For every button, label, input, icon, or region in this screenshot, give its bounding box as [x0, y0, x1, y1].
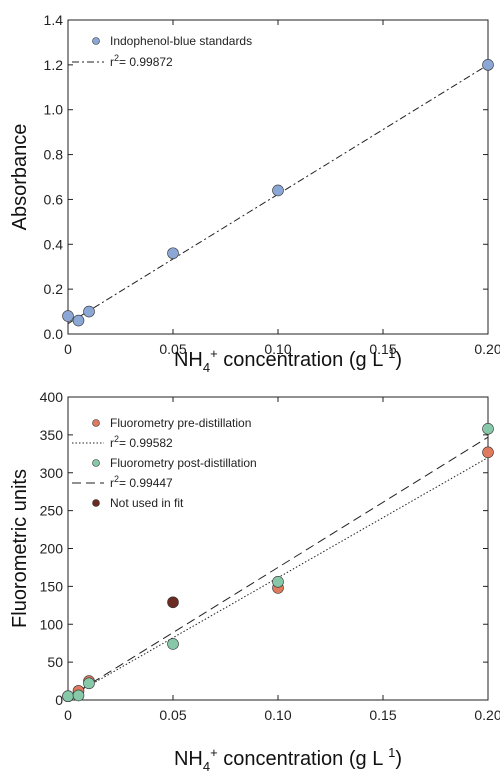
y-tick-label: 400 — [40, 389, 64, 405]
y-tick-label: 250 — [40, 503, 64, 519]
y-tick-label: 1.0 — [44, 102, 64, 118]
y-tick-label: 1.4 — [44, 12, 64, 28]
data-point-1 — [83, 305, 95, 318]
data-point-1 — [482, 446, 494, 459]
y-tick-label: 50 — [47, 654, 63, 670]
legend: Fluorometry pre-distillation r2= 0.99582 F… — [72, 416, 257, 510]
y-axis-title: Absorbance — [9, 124, 31, 231]
data-point-2 — [167, 638, 179, 650]
y-tick-label: 0.6 — [44, 191, 64, 207]
x-tick-label: 0.05 — [159, 707, 186, 723]
legend: Indophenol-blue standards r2= 0.99872 — [72, 34, 252, 69]
legend-label: Not used in fit — [110, 496, 184, 510]
legend-marker — [92, 37, 100, 45]
x-tick-label: 0.20 — [474, 707, 500, 723]
data-point-2 — [72, 689, 85, 702]
x-tick-label: 0.15 — [369, 341, 396, 357]
x-axis-title: NH4+ concentration (g L 1) — [174, 346, 402, 375]
legend-r2-label: r2= 0.99447 — [110, 474, 173, 490]
y-tick-label: 0.8 — [44, 147, 64, 163]
fit-line-2 — [67, 436, 489, 699]
y-tick-label: 350 — [40, 427, 64, 443]
legend-marker — [92, 459, 100, 467]
y-tick-label: 200 — [40, 541, 64, 557]
data-point-2 — [482, 423, 494, 435]
data-point-1 — [62, 310, 74, 322]
y-tick-label: 150 — [40, 578, 64, 594]
data-point-1 — [72, 314, 85, 327]
y-axis-title: Fluorometric units — [9, 469, 31, 628]
y-tick-label: 100 — [40, 616, 64, 632]
legend-r2-label: r2= 0.99872 — [110, 53, 173, 69]
y-tick-label: 0 — [55, 692, 63, 708]
x-tick-label: 0.10 — [264, 707, 291, 723]
data-point-2 — [272, 576, 284, 588]
data-point-1 — [272, 184, 284, 197]
data-point-1 — [482, 59, 494, 71]
chart-panel-1: 0.0 0.2 0.4 0.6 0.8 1.0 1.2 1.4 0 0.05 0.10 0.15 0.2… — [9, 12, 500, 375]
legend-label: Fluorometry pre-distillation — [110, 416, 251, 430]
x-tick-label: 0 — [64, 341, 72, 357]
legend-marker — [92, 419, 100, 427]
x-tick-label: 0.05 — [159, 341, 186, 357]
x-tick-label: 0.15 — [369, 707, 396, 723]
data-point-2 — [62, 690, 74, 703]
legend-marker — [92, 499, 100, 507]
legend-label: Indophenol-blue standards — [110, 34, 252, 48]
data-point-2 — [83, 677, 95, 690]
x-tick-label: 0 — [64, 707, 72, 723]
y-tick-label: 0.4 — [44, 236, 64, 252]
chart-panel-2: 0 50 100 150 200 250 300 350 400 0 0.05 0.10 0.15 0.2… — [9, 389, 500, 774]
data-point-3 — [167, 596, 179, 609]
y-tick-label: 0.2 — [44, 281, 64, 297]
y-tick-label: 300 — [40, 465, 64, 481]
data-point-1 — [167, 247, 179, 260]
x-axis-title: NH4+ concentration (g L 1) — [174, 745, 402, 774]
y-tick-label: 1.2 — [44, 57, 64, 73]
legend-label: Fluorometry post-distillation — [110, 456, 257, 470]
y-tick-label: 0.0 — [44, 326, 64, 342]
x-tick-label: 0.20 — [474, 341, 500, 357]
legend-r2-label: r2= 0.99582 — [110, 434, 173, 450]
x-tick-label: 0.10 — [264, 341, 291, 357]
